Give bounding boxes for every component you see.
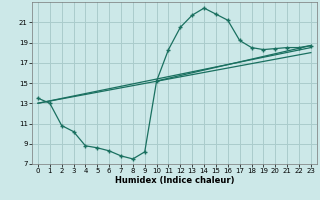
- X-axis label: Humidex (Indice chaleur): Humidex (Indice chaleur): [115, 176, 234, 185]
